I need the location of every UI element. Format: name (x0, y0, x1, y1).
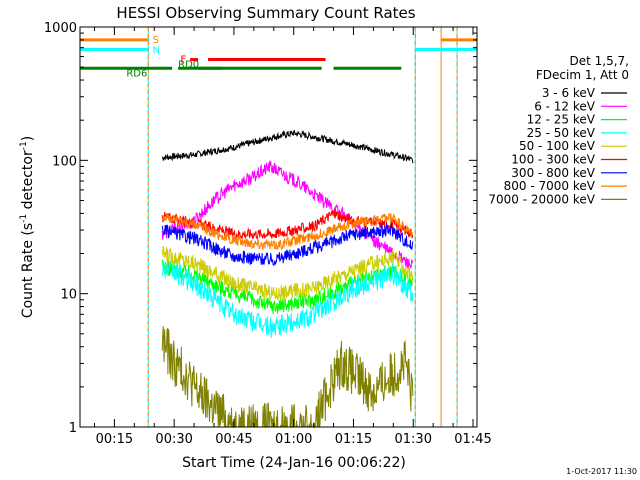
series-7000-20000-kev-line (161, 325, 414, 429)
y-tick-label: 10 (60, 288, 77, 303)
legend-label-12-25-kev: 12 - 25 keV (527, 113, 596, 127)
y-tick-label: 1 (69, 421, 77, 436)
y-tick-label: 1000 (44, 21, 77, 36)
x-tick-label: 01:30 (395, 432, 432, 447)
y-tick-label: 100 (52, 154, 77, 169)
state-label-n: N (153, 45, 160, 56)
legend-header-1: Det 1,5,7, (570, 54, 630, 68)
series-300-800-kev-line (161, 223, 414, 266)
x-tick-label: 00:15 (96, 432, 133, 447)
legend-label-25-50-kev: 25 - 50 keV (527, 126, 596, 140)
footer-timestamp: 1-Oct-2017 11:30 (566, 467, 637, 476)
legend-header-2: FDecim 1, Att 0 (536, 68, 629, 82)
plot-frame (79, 26, 478, 428)
state-label-s: S (153, 35, 159, 46)
series-3-6-kev-line (161, 129, 414, 164)
legend-label-6-12-kev: 6 - 12 keV (534, 99, 596, 113)
x-tick-label: 00:45 (215, 432, 252, 447)
x-tick-label: 00:30 (155, 432, 192, 447)
x-axis: 00:15 00:30 00:45 01:00 01:15 01:30 01:45 (93, 27, 492, 447)
x-tick-label: 01:45 (454, 432, 491, 447)
y-axis-label: Count Rate (s-1 detector-1) (19, 136, 36, 318)
legend-label-100-300-kev: 100 - 300 keV (511, 153, 595, 167)
state-label-rd0: RD0 (178, 59, 199, 70)
legend-label-7000-20000-kev: 7000 - 20000 keV (488, 192, 595, 206)
y-axis: 1 10 100 1000 (44, 21, 477, 436)
legend-label-50-100-kev: 50 - 100 keV (519, 139, 596, 153)
state-label-rd6: RD6 (126, 68, 147, 79)
series-25-50-kev-line (161, 260, 414, 338)
legend-label-3-6-kev: 3 - 6 keV (542, 86, 596, 100)
x-tick-label: 01:15 (335, 432, 372, 447)
legend-label-800-7000-kev: 800 - 7000 keV (504, 179, 596, 193)
state-label-f: F (180, 55, 186, 66)
x-axis-label: Start Time (24-Jan-16 00:06:22) (182, 455, 406, 471)
chart-title: HESSI Observing Summary Count Rates (116, 4, 415, 22)
series-800-7000-kev-line (162, 212, 413, 251)
x-tick-label: 01:00 (275, 432, 312, 447)
series-50-100-kev-line (161, 246, 414, 302)
legend-label-300-800-kev: 300 - 800 keV (511, 166, 595, 180)
